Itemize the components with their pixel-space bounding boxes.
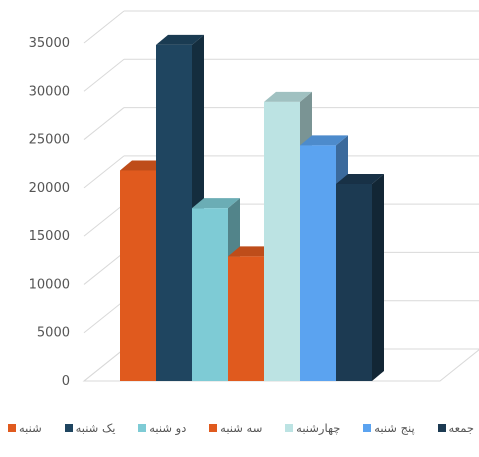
legend-item: دو شنبه <box>138 421 186 435</box>
y-tick-label: 5000 <box>37 326 70 341</box>
y-tick-label: 20000 <box>29 181 70 196</box>
gridline-slant <box>83 58 125 92</box>
legend-item: جمعه <box>437 421 474 435</box>
legend-label: دو شنبه <box>149 421 187 435</box>
bar-top <box>336 173 384 184</box>
legend-swatch <box>363 424 372 432</box>
bar-front <box>300 145 336 381</box>
legend-item: سه شنبه <box>209 421 262 435</box>
bar-top <box>300 135 348 146</box>
legend-label: چهارشنبه <box>296 421 341 435</box>
gridline-slant <box>83 252 125 285</box>
legend-item: چهارشنبه <box>285 421 340 435</box>
gridline-slant <box>83 203 125 237</box>
y-tick-label: 15000 <box>29 229 70 244</box>
gridline-slant <box>83 10 125 44</box>
y-tick-label: 10000 <box>29 277 70 292</box>
bars <box>120 34 384 381</box>
y-tick-label: 35000 <box>29 36 70 51</box>
gridline-slant <box>83 155 125 189</box>
bar-front <box>120 170 156 381</box>
legend-swatch <box>437 424 446 432</box>
gridline-slant <box>83 107 125 140</box>
legend-swatch <box>8 424 16 432</box>
legend: شنبه یک شنبه دو شنبه سه شنبه چهارشنبه پنج شنب… <box>8 418 474 438</box>
legend-swatch <box>64 424 73 432</box>
bar-front <box>228 256 264 381</box>
bar-top <box>264 91 312 102</box>
legend-swatch <box>285 424 294 432</box>
legend-label: سه شنبه <box>220 421 263 435</box>
legend-label: یک شنبه <box>75 421 116 435</box>
gridline-slant <box>83 300 125 334</box>
legend-label: جمعه <box>448 421 474 435</box>
legend-label: پنج شنبه <box>374 421 415 435</box>
y-tick-label: 25000 <box>29 133 70 148</box>
y-tick-label: 30000 <box>29 84 70 99</box>
bar-front <box>156 44 192 381</box>
bar-front <box>336 183 372 381</box>
bar-front <box>264 101 300 381</box>
bar <box>336 173 384 381</box>
legend-label: شنبه <box>19 421 42 435</box>
legend-swatch <box>209 424 218 432</box>
y-axis: 0 5000 10000 15000 20000 25000 30000 35000 <box>29 36 70 389</box>
bar-side <box>372 173 384 381</box>
bar-front <box>192 208 228 381</box>
legend-item: شنبه <box>8 421 42 435</box>
legend-item: یک شنبه <box>64 421 116 435</box>
y-tick-label: 0 <box>62 374 70 389</box>
bar-top <box>192 198 240 209</box>
legend-item: پنج شنبه <box>363 421 415 435</box>
bar-top <box>156 34 204 45</box>
legend-swatch <box>138 424 147 432</box>
